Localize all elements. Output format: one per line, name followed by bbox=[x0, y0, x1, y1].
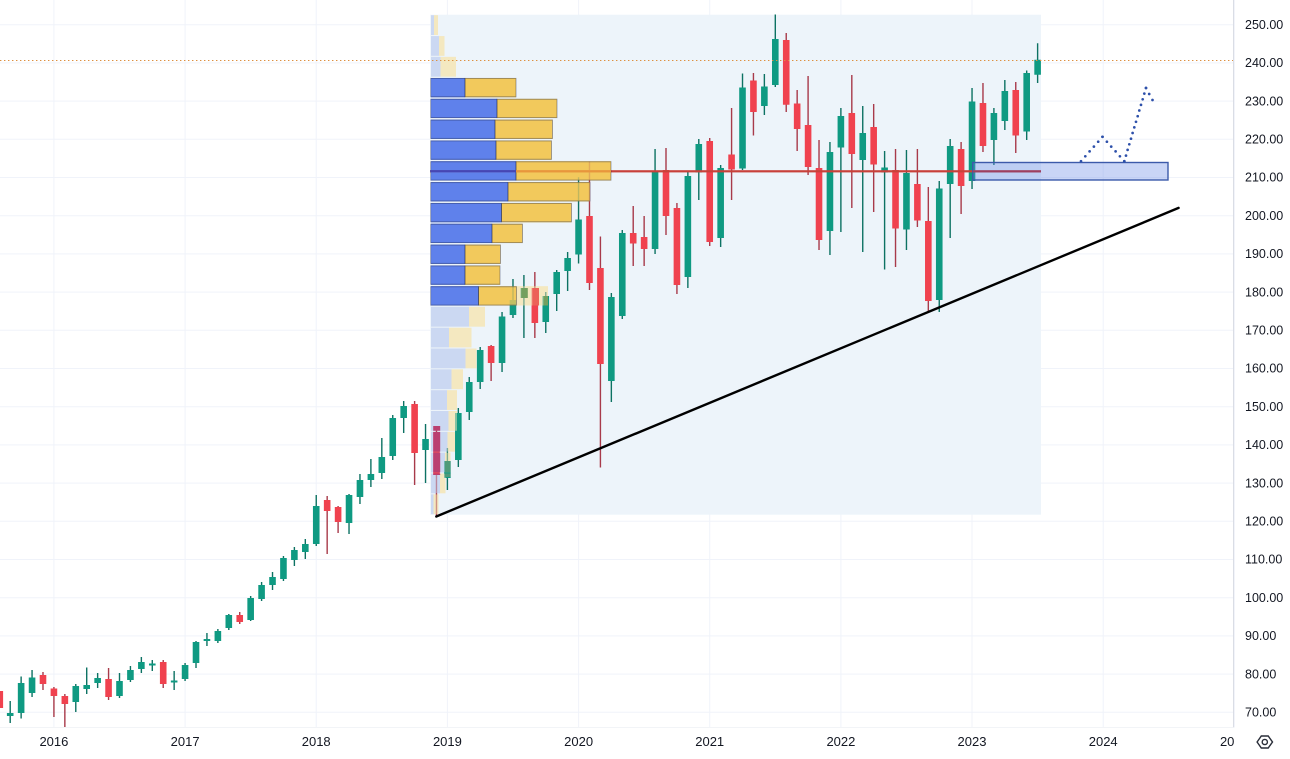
svg-text:200.00: 200.00 bbox=[1245, 209, 1283, 223]
svg-text:2024: 2024 bbox=[1089, 734, 1118, 749]
svg-text:250.00: 250.00 bbox=[1245, 18, 1283, 32]
svg-text:170.00: 170.00 bbox=[1245, 324, 1283, 338]
svg-text:150.00: 150.00 bbox=[1245, 400, 1283, 414]
svg-text:2017: 2017 bbox=[171, 734, 200, 749]
svg-text:70.00: 70.00 bbox=[1245, 706, 1276, 720]
svg-text:2019: 2019 bbox=[433, 734, 462, 749]
svg-text:2020: 2020 bbox=[564, 734, 593, 749]
svg-text:130.00: 130.00 bbox=[1245, 476, 1283, 490]
svg-text:2018: 2018 bbox=[302, 734, 331, 749]
svg-text:220.00: 220.00 bbox=[1245, 133, 1283, 147]
svg-text:110.00: 110.00 bbox=[1245, 553, 1282, 567]
svg-text:140.00: 140.00 bbox=[1245, 438, 1283, 452]
svg-text:100.00: 100.00 bbox=[1245, 591, 1283, 605]
svg-text:2016: 2016 bbox=[39, 734, 68, 749]
svg-text:90.00: 90.00 bbox=[1245, 629, 1276, 643]
svg-text:240.00: 240.00 bbox=[1245, 56, 1283, 70]
svg-text:160.00: 160.00 bbox=[1245, 362, 1283, 376]
svg-text:120.00: 120.00 bbox=[1245, 515, 1283, 529]
svg-text:2021: 2021 bbox=[695, 734, 724, 749]
svg-text:180.00: 180.00 bbox=[1245, 285, 1283, 299]
svg-text:230.00: 230.00 bbox=[1245, 94, 1283, 108]
svg-text:210.00: 210.00 bbox=[1245, 171, 1283, 185]
svg-text:190.00: 190.00 bbox=[1245, 247, 1283, 261]
svg-text:2023: 2023 bbox=[958, 734, 987, 749]
svg-text:2022: 2022 bbox=[826, 734, 855, 749]
svg-text:80.00: 80.00 bbox=[1245, 667, 1276, 681]
